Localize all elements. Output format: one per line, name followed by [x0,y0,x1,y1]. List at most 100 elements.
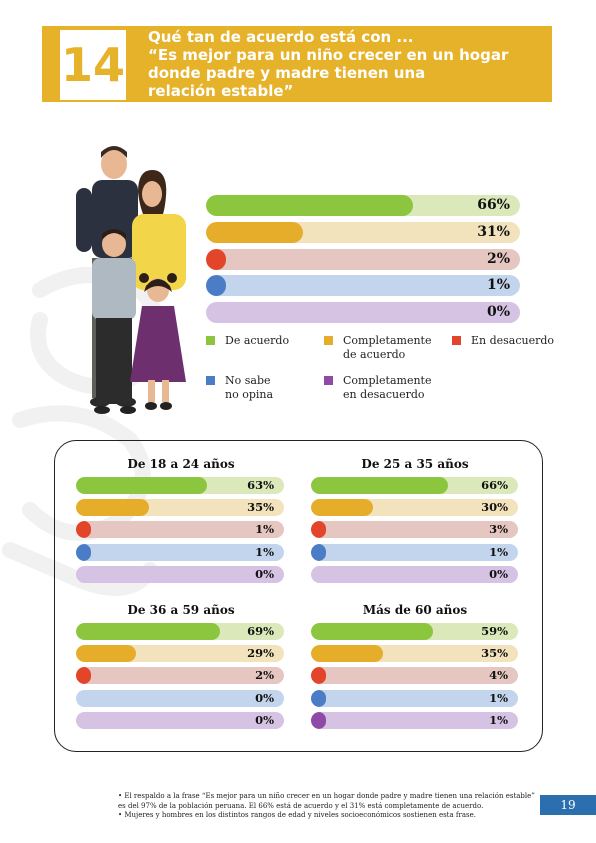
group-title-36-59: De 36 a 59 años [127,603,235,617]
bar-track-completamente-acuerdo: 31% [206,221,520,243]
group-title-25-35: De 25 a 35 años [361,457,469,471]
bar-value-label: 66% [481,478,508,492]
bar-track-acuerdo: 69% [76,623,284,640]
legend-swatch [324,336,333,345]
legend-label: Completamente en desacuerdo [343,374,432,401]
question-title: Qué tan de acuerdo está con ... “Es mejo… [148,28,548,100]
question-title-line: “Es mejor para un niño crecer en un hoga… [148,46,509,64]
bar-completamente-desacuerdo [311,711,326,729]
bar-track-no-sabe: 0% [76,689,284,707]
group-title-18-24: De 18 a 24 años [127,457,235,471]
bar-completamente-acuerdo [311,499,374,517]
legend-label: Completamente de acuerdo [343,334,432,361]
footnote-line: • El respaldo a la frase “Es mejor para … [118,792,535,810]
legend-label: En desacuerdo [471,334,555,347]
bar-track-desacuerdo: 2% [76,667,284,685]
bar-acuerdo [76,477,208,494]
bar-value-label: 35% [481,646,508,661]
family-illustration [76,146,186,414]
bar-acuerdo [311,477,448,494]
bar-completamente-acuerdo [311,645,384,663]
bar-value-label: 0% [255,690,274,705]
legend-swatch [206,376,215,385]
page-number: 19 [540,795,596,815]
bar-track-desacuerdo: 1% [76,521,284,539]
question-title-line: Qué tan de acuerdo está con ... [148,28,414,46]
bar-acuerdo [311,623,434,640]
bar-track-completamente-acuerdo: 35% [76,499,284,517]
bar-value-label: 63% [247,478,274,492]
bar-value-label: 66% [477,197,510,213]
legend-label: De acuerdo [225,334,290,347]
age-groups-panel [54,440,543,752]
bar-track-completamente-desacuerdo: 0% [76,711,284,729]
bar-value-label: 31% [477,223,510,240]
bar-track-no-sabe: 1% [206,275,520,297]
bar-value-label: 1% [489,712,508,727]
legend-label: No sabe no opina [225,374,274,401]
bar-value-label: 69% [247,624,274,638]
bar-no-sabe [311,689,326,707]
footnotes: • El respaldo a la frase “Es mejor para … [118,792,538,821]
legend-item-no-sabe: No sabe no opina [206,374,273,402]
legend-swatch [452,336,461,345]
bar-value-label: 2% [255,668,274,683]
bar-track-acuerdo: 59% [311,623,518,640]
bar-desacuerdo [311,521,326,539]
bar-track-completamente-acuerdo: 30% [311,499,518,517]
bar-completamente-acuerdo [76,499,149,517]
footnote-line: • Mujeres y hombres en los distintos ran… [118,811,476,819]
legend-swatch [206,336,215,345]
group-title-60-plus: Más de 60 años [362,603,468,617]
bar-completamente-acuerdo [76,645,137,663]
bar-track-completamente-desacuerdo: 0% [206,302,520,324]
legend-item-desacuerdo: En desacuerdo [452,334,554,348]
bar-track-desacuerdo: 3% [311,521,518,539]
bar-desacuerdo [76,521,91,539]
bar-value-label: 0% [255,712,274,727]
bar-value-label: 59% [481,624,508,638]
bar-acuerdo [206,195,414,216]
bar-track-desacuerdo: 4% [311,667,518,685]
bar-track-no-sabe: 1% [311,543,518,561]
question-title-line: donde padre y madre tienen una [148,64,426,82]
bar-track-completamente-acuerdo: 29% [76,645,284,663]
bar-completamente-acuerdo [206,221,304,243]
bar-no-sabe [311,543,326,561]
bar-value-label: 1% [489,544,508,559]
bar-track-acuerdo: 66% [206,195,520,216]
bar-track-no-sabe: 1% [311,689,518,707]
legend-swatch [324,376,333,385]
bar-track-completamente-desacuerdo: 0% [311,565,518,583]
legend-item-completamente-desacuerdo: Completamente en desacuerdo [324,374,431,402]
bar-acuerdo [76,623,220,640]
bar-no-sabe [206,275,226,297]
bar-value-label: 30% [481,500,508,515]
bar-value-label: 4% [489,668,508,683]
bar-value-label: 3% [489,522,508,537]
bar-value-label: 0% [255,566,274,581]
bar-value-label: 1% [489,690,508,705]
question-title-line: relación estable” [148,82,294,100]
header-banner [42,26,552,102]
bar-value-label: 2% [486,250,510,267]
legend-item-completamente-acuerdo: Completamente de acuerdo [324,334,431,362]
bar-track-no-sabe: 1% [76,543,284,561]
bar-track-completamente-desacuerdo: 0% [76,565,284,583]
bar-value-label: 1% [255,522,274,537]
bar-track-acuerdo: 63% [76,477,284,494]
bar-no-sabe [76,543,91,561]
bar-track-completamente-desacuerdo: 1% [311,711,518,729]
bar-desacuerdo [206,248,226,270]
bar-track-acuerdo: 66% [311,477,518,494]
bar-value-label: 1% [486,277,510,294]
bar-value-label: 0% [489,566,508,581]
legend-item-acuerdo: De acuerdo [206,334,289,348]
bar-track-completamente-acuerdo: 35% [311,645,518,663]
bar-value-label: 35% [247,500,274,515]
bar-value-label: 29% [247,646,274,661]
bar-desacuerdo [311,667,326,685]
bar-track-desacuerdo: 2% [206,248,520,270]
bar-value-label: 0% [486,304,510,321]
bar-desacuerdo [76,667,91,685]
